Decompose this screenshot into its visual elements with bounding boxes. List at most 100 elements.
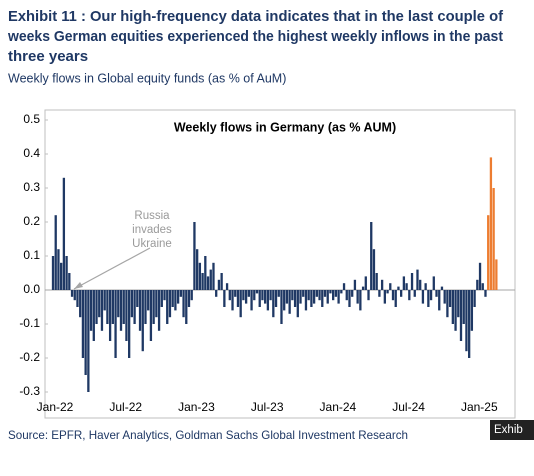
bar [125, 290, 128, 341]
y-tick-label: -0.1 [19, 316, 40, 330]
bar [310, 290, 313, 307]
bar [408, 290, 411, 301]
bar [242, 290, 245, 301]
bar [103, 290, 106, 311]
bar [443, 290, 446, 304]
bar [364, 276, 367, 290]
subtitle: Weekly flows in Global equity funds (as … [8, 71, 286, 85]
bar [141, 290, 144, 352]
bar [421, 290, 425, 304]
x-tick-label: Jan-23 [178, 400, 215, 414]
bar [329, 290, 332, 294]
bar [209, 269, 212, 290]
bar [100, 290, 104, 331]
bar [264, 290, 267, 304]
bar [478, 262, 482, 290]
bar [345, 290, 348, 301]
bar [272, 290, 275, 318]
bar [70, 290, 74, 297]
bar [419, 279, 422, 290]
bar [432, 276, 435, 290]
bar [182, 290, 185, 318]
x-tick-label: Jul-24 [392, 400, 425, 414]
bar [370, 222, 373, 290]
bar [122, 290, 125, 324]
bar [367, 290, 370, 301]
bar [416, 269, 419, 290]
y-tick-label: 0.3 [23, 180, 40, 194]
y-tick-label: 0.5 [23, 112, 40, 126]
bar [323, 290, 327, 297]
bar [212, 262, 215, 290]
bar [473, 290, 476, 307]
bar [136, 290, 139, 307]
bar [296, 290, 299, 318]
annotation: Russia [134, 210, 170, 222]
bar [372, 249, 376, 290]
bar [481, 283, 484, 290]
bar [476, 279, 479, 290]
bar [157, 290, 161, 331]
bar [174, 290, 177, 311]
bar [261, 290, 264, 301]
bar [166, 290, 169, 324]
bar [495, 259, 498, 290]
bar [413, 290, 416, 297]
bar [459, 290, 463, 341]
title-line: three years [8, 48, 88, 65]
bar [361, 286, 365, 290]
bar [217, 279, 221, 290]
bar [234, 290, 237, 297]
bar [138, 290, 142, 331]
bar [375, 273, 378, 290]
bar [299, 290, 302, 304]
bar [57, 249, 60, 290]
bar [435, 290, 438, 297]
bar [201, 273, 204, 290]
annotation-arrow [73, 247, 151, 290]
bar [204, 256, 207, 290]
bar [448, 290, 452, 307]
plot-frame [44, 109, 516, 419]
bar [266, 290, 270, 311]
bar [397, 286, 400, 290]
bar [326, 290, 329, 304]
bar [356, 290, 359, 304]
bar [389, 283, 392, 290]
bar [89, 290, 93, 331]
bar [163, 290, 166, 301]
bar [179, 290, 182, 297]
bar [337, 290, 340, 304]
x-tick-label: Jan-22 [37, 400, 74, 414]
bar [225, 283, 229, 290]
y-tick-label: 0.1 [23, 248, 40, 262]
bar [318, 290, 321, 301]
bar [269, 290, 272, 301]
source: Source: EPFR, Haver Analytics, Goldman S… [8, 428, 408, 442]
y-tick-label: 0.4 [23, 146, 40, 160]
bar [130, 290, 134, 318]
bar [62, 177, 66, 290]
bar [68, 273, 71, 290]
bar [76, 290, 79, 307]
bar [334, 290, 338, 297]
bar [446, 290, 449, 318]
y-tick-label: 0.2 [23, 214, 40, 228]
bar [119, 290, 123, 331]
bar [429, 290, 433, 301]
bar [288, 290, 291, 314]
y-tick-label: 0.0 [23, 282, 40, 296]
bar [391, 290, 395, 301]
bar [171, 290, 174, 307]
bar [168, 290, 172, 318]
bar [348, 290, 351, 307]
bar [198, 262, 202, 290]
bar [87, 290, 90, 392]
bar [484, 290, 487, 297]
bar [487, 215, 490, 290]
y-tick-label: -0.3 [19, 384, 40, 398]
bar [60, 262, 63, 290]
bar [342, 283, 346, 290]
bar [98, 290, 101, 318]
bar [402, 276, 406, 290]
